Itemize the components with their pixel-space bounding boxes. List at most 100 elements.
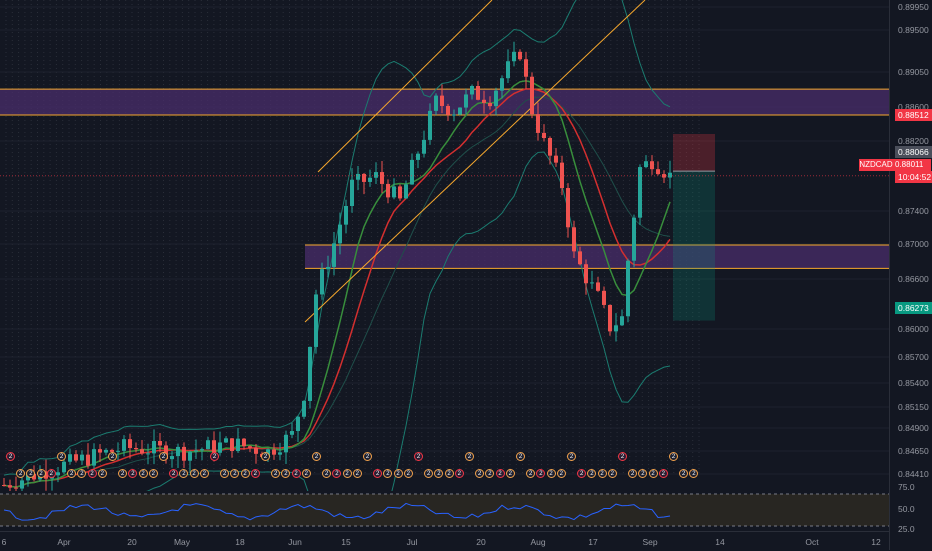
economic-event-marker[interactable]: 2 [67,469,77,478]
economic-event-marker[interactable]: 2 [220,469,230,478]
economic-event-marker[interactable]: 2 [648,469,658,478]
candle-body [44,471,48,479]
economic-event-marker[interactable]: 2 [87,469,97,478]
candle-body [74,454,78,461]
economic-event-marker[interactable]: 2 [567,452,576,461]
economic-event-marker[interactable]: 2 [57,452,66,461]
economic-event-marker[interactable]: 2 [332,469,342,478]
candle-body [470,85,474,95]
candle-body [212,440,216,453]
candle-body [8,485,12,488]
economic-event-marker[interactable]: 2 [16,469,26,478]
economic-event-marker[interactable]: 2 [291,469,301,478]
economic-event-marker[interactable]: 2 [658,469,668,478]
price-axis[interactable]: 0.89950 0.89500 0.89050 0.88600 0.88200 0.874… [889,0,932,550]
economic-event-marker[interactable]: 2 [414,452,423,461]
time-axis-label: Apr [57,537,71,547]
economic-event-marker[interactable]: 2 [261,452,270,461]
economic-event-marker[interactable]: 2 [373,469,383,478]
price-axis-label: 0.87000 [898,239,929,249]
economic-event-marker[interactable]: 2 [424,469,434,478]
economic-event-marker[interactable]: 2 [393,469,403,478]
economic-event-marker[interactable]: 2 [556,469,566,478]
symbol-price-tag: NZDCAD 0.88011 [859,159,931,171]
candle-body [656,169,660,175]
economic-event-marker[interactable]: 2 [689,469,699,478]
price-tag-stop: 0.88512 [895,109,932,121]
economic-event-marker[interactable]: 2 [505,469,515,478]
economic-event-marker[interactable]: 2 [6,452,15,461]
economic-event-marker[interactable]: 2 [159,452,168,461]
economic-event-marker[interactable]: 2 [516,452,525,461]
economic-event-marker[interactable]: 2 [526,469,536,478]
economic-event-marker[interactable]: 2 [536,469,546,478]
economic-event-marker[interactable]: 2 [342,469,352,478]
economic-event-marker[interactable]: 2 [454,469,464,478]
price-axis-label: 0.89050 [898,67,929,77]
economic-event-marker[interactable]: 2 [669,452,678,461]
economic-event-marker[interactable]: 2 [352,469,362,478]
economic-event-marker[interactable]: 2 [230,469,240,478]
economic-event-marker[interactable]: 2 [148,469,158,478]
time-axis-label: 17 [588,537,598,547]
economic-event-marker[interactable]: 2 [199,469,209,478]
economic-event-marker[interactable]: 2 [250,469,260,478]
candle-body [452,114,456,116]
economic-event-marker[interactable]: 2 [363,452,372,461]
economic-event-marker[interactable]: 2 [618,452,627,461]
economic-event-marker[interactable]: 2 [587,469,597,478]
candle-body [614,325,618,332]
economic-event-marker[interactable]: 2 [577,469,587,478]
economic-event-marker[interactable]: 2 [475,469,485,478]
price-axis-label: 0.85400 [898,378,929,388]
economic-event-marker[interactable]: 2 [444,469,454,478]
economic-event-marker[interactable]: 2 [628,469,638,478]
economic-event-marker[interactable]: 2 [607,469,617,478]
candle-body [638,167,642,218]
economic-event-marker[interactable]: 2 [77,469,87,478]
economic-event-marker[interactable]: 2 [383,469,393,478]
candle-body [386,183,390,198]
economic-event-marker[interactable]: 2 [46,469,56,478]
candle-body [194,450,198,452]
zone-rect [0,89,889,115]
economic-event-marker[interactable]: 2 [495,469,505,478]
candle-body [554,155,558,163]
economic-event-marker[interactable]: 2 [434,469,444,478]
economic-event-marker[interactable]: 2 [403,469,413,478]
candle-body [272,449,276,455]
economic-event-marker[interactable]: 2 [281,469,291,478]
ema-green [3,79,671,488]
time-axis[interactable]: 6 Apr 20 May 18 Jun 15 Jul 20 Aug 17 Sep 14 Oct 12 [0,531,889,551]
economic-event-marker[interactable]: 2 [36,469,46,478]
economic-event-marker[interactable]: 2 [240,469,250,478]
candle-body [416,153,420,160]
economic-event-marker[interactable]: 2 [638,469,648,478]
candle-body [356,173,360,180]
economic-event-marker[interactable]: 2 [97,469,107,478]
economic-event-marker[interactable]: 2 [189,469,199,478]
economic-event-marker[interactable]: 2 [128,469,138,478]
candle-body [140,449,144,454]
economic-event-marker[interactable]: 2 [271,469,281,478]
economic-event-marker[interactable]: 2 [679,469,689,478]
candle-body [590,282,594,284]
price-axis-label: 0.89950 [898,2,929,12]
economic-event-marker[interactable]: 2 [169,469,179,478]
economic-event-marker[interactable]: 2 [138,469,148,478]
economic-event-marker[interactable]: 2 [118,469,128,478]
economic-event-marker[interactable]: 2 [26,469,36,478]
economic-event-marker[interactable]: 2 [210,452,219,461]
economic-event-marker[interactable]: 2 [301,469,311,478]
economic-event-marker[interactable]: 2 [597,469,607,478]
last-price-label: 0.88011 [895,160,924,169]
economic-event-marker[interactable]: 2 [465,452,474,461]
economic-event-marker[interactable]: 2 [312,452,321,461]
economic-event-marker[interactable]: 2 [179,469,189,478]
economic-event-marker[interactable]: 2 [108,452,117,461]
bollinger-lower [3,151,671,550]
economic-event-marker[interactable]: 2 [322,469,332,478]
economic-event-marker[interactable]: 2 [485,469,495,478]
economic-event-marker[interactable]: 2 [546,469,556,478]
